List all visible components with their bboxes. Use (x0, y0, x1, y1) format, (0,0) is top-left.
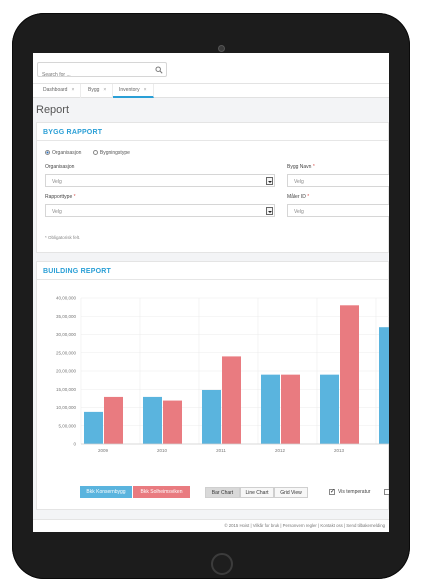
maler-id-select[interactable]: Velg (287, 204, 389, 217)
maler-id-label: Måler ID * (287, 194, 309, 200)
tab-label: Inventory (119, 87, 140, 93)
mandatory-note: * Obligatorisk felt. (45, 235, 81, 240)
close-icon[interactable]: × (143, 87, 147, 93)
bar-bkk-solheimsviken-2013 (340, 305, 359, 444)
tab-bygg[interactable]: Bygg × (82, 84, 114, 98)
chevron-down-icon[interactable] (266, 207, 273, 215)
bar-bkk-konsernbygg-2013 (320, 374, 339, 444)
required-marker: * (307, 194, 310, 200)
y-tick-label: 30,00,000 (56, 332, 77, 337)
bar-bkk-konsernbygg-2014 (379, 327, 389, 444)
x-tick-label: 2010 (157, 448, 168, 453)
bygg-navn-label: Bygg Navn * (287, 164, 315, 170)
bar-bkk-konsernbygg-2010 (143, 396, 162, 444)
show-temperature-label: Vis temperatur (338, 489, 371, 495)
x-tick-label: 2009 (98, 448, 109, 453)
footer: © 2015 Hoist | Vilkår for bruk | Personv… (33, 519, 389, 532)
home-button[interactable] (211, 553, 233, 575)
y-tick-label: 0 (73, 442, 76, 447)
legend-label: Bkk Konsernbygg (86, 489, 126, 495)
select-value: Velg (294, 209, 304, 215)
radio-bygningstype[interactable]: Bygningstype (92, 150, 130, 156)
button-label: Line Chart (245, 490, 269, 496)
bygg-rapport-panel: BYGG RAPPORT Organisasjon Bygningstype O… (36, 122, 389, 253)
field-label: Måler ID (287, 194, 306, 200)
close-icon[interactable]: × (71, 87, 75, 93)
field-label: Bygg Navn (287, 164, 312, 170)
app-screen: Dashboard× Bygg× Inventory× Report BYGG … (33, 53, 389, 532)
search-icon[interactable] (155, 66, 163, 74)
button-label: Grid View (280, 490, 302, 496)
page-title: Report (36, 104, 70, 116)
field-label: Organisasjon (45, 164, 75, 170)
tab-bar: Dashboard × Bygg × Inventory × (33, 84, 389, 98)
tab-label: Dashboard (43, 87, 68, 93)
required-marker: * (312, 164, 315, 170)
bar-bkk-solheimsviken-2011 (222, 356, 241, 444)
radio-organisasjon[interactable]: Organisasjon (45, 150, 81, 156)
bar-bkk-solheimsviken-2010 (163, 400, 182, 444)
radio-label: Bygningstype (99, 150, 130, 156)
organisasjon-select[interactable]: Velg (45, 174, 275, 187)
select-value: Velg (52, 179, 62, 185)
y-tick-label: 10,00,000 (56, 405, 77, 410)
radio-label: Organisasjon (52, 150, 82, 156)
radio-unchecked-icon[interactable] (92, 150, 98, 156)
rapporttype-select[interactable]: Velg (45, 204, 275, 217)
bar-bkk-solheimsviken-2009 (104, 396, 123, 444)
camera-icon (218, 45, 225, 52)
y-tick-label: 25,00,000 (56, 350, 77, 355)
y-tick-label: 20,00,000 (56, 369, 77, 374)
report-type-radios: Organisasjon Bygningstype (45, 150, 140, 156)
x-tick-label: 2012 (275, 448, 286, 453)
y-tick-label: 40,00,000 (56, 296, 77, 301)
extra-checkbox[interactable] (384, 489, 389, 495)
grid-view-button[interactable]: Grid View (274, 487, 308, 498)
building-report-panel: BUILDING REPORT 0 5,00,000 10,00,000 15,00,… (36, 261, 389, 510)
bar-bkk-konsernbygg-2009 (84, 411, 103, 444)
select-value: Velg (52, 209, 62, 215)
panel-title: BYGG RAPPORT (37, 123, 388, 141)
y-tick-label: 5,00,000 (58, 423, 76, 428)
bar-bkk-konsernbygg-2012 (261, 374, 280, 444)
organisasjon-label: Organisasjon (45, 164, 74, 170)
button-label: Bar Chart (211, 490, 234, 496)
y-tick-label: 35,00,000 (56, 314, 77, 319)
required-marker: * (73, 194, 76, 200)
chevron-down-icon[interactable] (266, 177, 273, 185)
field-label: Rapporttype (45, 194, 73, 200)
legend-konsernbygg[interactable]: Bkk Konsernbygg (80, 486, 132, 498)
x-tick-label: 2011 (216, 448, 226, 453)
bar-chart: 0 5,00,000 10,00,000 15,00,000 20,00,000 25,0… (56, 296, 389, 453)
top-bar (33, 53, 389, 84)
panel-title: BUILDING REPORT (37, 262, 388, 280)
bar-bkk-konsernbygg-2011 (202, 389, 221, 444)
tab-inventory[interactable]: Inventory × (113, 84, 154, 98)
bar-chart-button[interactable]: Bar Chart (205, 487, 240, 498)
bar-bkk-solheimsviken-2012 (281, 374, 300, 444)
legend-label: Bkk Solheimsviken (140, 489, 183, 495)
rapporttype-label: Rapporttype * (45, 194, 76, 200)
tab-label: Bygg (88, 87, 100, 93)
close-icon[interactable]: × (103, 87, 107, 93)
y-tick-label: 15,00,000 (56, 387, 77, 392)
line-chart-button[interactable]: Line Chart (240, 487, 274, 498)
x-tick-label: 2013 (334, 448, 345, 453)
tab-dashboard[interactable]: Dashboard × (37, 84, 82, 98)
radio-checked-icon[interactable] (45, 150, 50, 156)
bygg-navn-select[interactable]: Velg (287, 174, 389, 187)
select-value: Velg (294, 179, 304, 185)
search-box[interactable] (37, 62, 167, 82)
legend-solheimsviken[interactable]: Bkk Solheimsviken (133, 486, 190, 498)
show-temperature-checkbox[interactable] (329, 488, 335, 495)
search-input[interactable] (38, 68, 148, 82)
